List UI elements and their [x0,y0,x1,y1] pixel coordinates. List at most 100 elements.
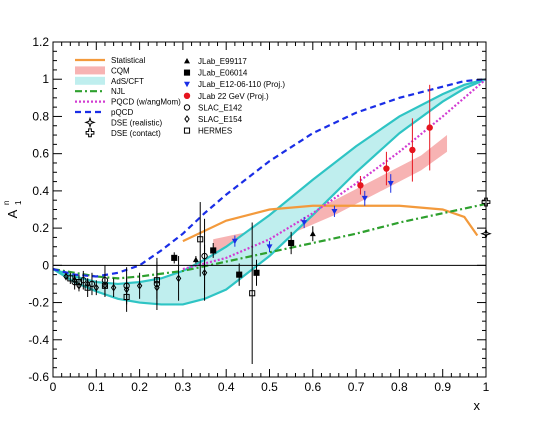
y-axis-title-main: A [5,209,20,218]
legend-label-dse-realistic: DSE (realistic) [111,118,162,127]
data-point-slac-e154 [93,283,100,292]
data-point-hermes [101,282,109,289]
data-point-jlab-e12-06-110-proj [361,195,368,202]
legend-label-njl: NJL [111,87,126,96]
y-axis-title-superscript: n [2,201,11,205]
legend-swatch-jlab-e12-06-110-proj [184,81,190,88]
legend-swatch-cqm [75,66,105,75]
x-tick-label: 0.9 [434,380,451,394]
legend-label-pqcd-w-angmom: PQCD (w/angMom) [111,98,181,107]
legend-entry-hermes: HERMES [183,127,232,136]
points-layer [63,84,492,364]
legend-label-ads-cft: AdS/CFT [111,77,144,86]
y-axis-title-subscript: 1 [14,200,23,205]
data-point-hermes [67,275,74,282]
legend-label-jlab-e99117: JLab_E99117 [198,57,247,66]
data-point-jlab-e06014 [210,247,217,254]
data-point-jlab-e12-06-110-proj [266,244,273,250]
x-axis-title: x [474,398,481,413]
data-point-jlab-e99117 [192,256,199,263]
legend-label-hermes: HERMES [198,127,232,136]
legend-entry-slac-e154: SLAC_E154 [184,115,243,124]
data-point-jlab-e12-06-110-proj [331,208,338,215]
data-point-hermes [75,279,83,286]
legend-label-statistical: Statistical [111,56,145,65]
x-tick-label: 0.8 [391,380,408,394]
band-ads-cft [53,79,486,305]
data-point-jlab-22-gev-proj [357,182,364,189]
data-point-slac-e154 [110,283,117,292]
data-point-slac-e154 [175,274,182,283]
data-point-jlab-e12-06-110-proj [387,181,394,187]
legend-label-jlab-22-gev-proj: JLab 22 GeV (Proj.) [198,92,269,101]
curve-layer [52,78,487,280]
y-tick-label: 1 [42,72,49,86]
data-point-jlab-e12-06-110-proj [301,220,308,226]
legend-swatch-ads-cft [75,76,105,85]
y-tick-label: -0.6 [28,370,49,384]
legend-label-dse-contact: DSE (contact) [111,129,161,138]
legend-swatch-dse-realistic [84,116,96,129]
legend-label-slac-e142: SLAC_E142 [198,103,243,112]
y-tick-label: 0 [42,258,49,272]
data-point-hermes [197,236,204,243]
legend-entry-pqcd: pQCD [75,108,133,117]
legend-label-jlab-e06014: JLab_E06014 [198,69,248,78]
legend-entry-pqcd-w-angmom: PQCD (w/angMom) [75,98,181,107]
data-point-hermes [249,290,256,297]
x-tick-label: 0.4 [218,380,235,394]
legend-swatch-jlab-22-gev-proj [183,92,191,100]
data-point-jlab-e06014 [288,239,295,247]
data-point-jlab-e12-06-110-proj [231,238,238,245]
y-tick-label: 0.8 [32,109,49,123]
legend-entry-ads-cft: AdS/CFT [75,76,144,86]
data-point-jlab-22-gev-proj [383,165,390,172]
y-tick-label: 0.4 [32,184,49,198]
curve-statistical [182,204,479,243]
legend-entry-jlab-e99117: JLab_E99117 [184,57,247,66]
legend-entry-statistical: Statistical [75,56,145,65]
legend-label-jlab-e12-06-110-proj: JLab_E12-06-110 (Proj.) [198,80,285,89]
legend-swatch-hermes [183,127,191,134]
y-tick-label: 0.2 [32,221,49,235]
legend-label-slac-e154: SLAC_E154 [198,115,243,124]
legend-label-pqcd: pQCD [111,108,133,117]
x-tick-label: 0.5 [261,380,278,394]
y-tick-label: 1.2 [32,35,49,49]
data-point-jlab-e06014 [236,271,243,278]
x-tick-label: 0.3 [175,380,192,394]
y-tick-label: -0.2 [28,296,49,310]
legend-swatch-jlab-e06014 [183,69,191,76]
legend-entry-slac-e142: SLAC_E142 [183,103,243,112]
x-tick-label: 0.6 [304,380,321,394]
legend-swatch-dse-contact [85,128,95,138]
axes-layer: 0 0.1 0.2 0.3 0.4 0.5 0.6 0.7 0.8 0.9 1 -0.6 -0.4 -0.… [28,35,489,394]
legend-entry-dse-contact: DSE (contact) [85,128,161,138]
curve-pqcd-w-angmom [182,78,487,271]
y-tick-label: 0.6 [32,147,49,161]
legend-entry-jlab-e06014: JLab_E06014 [183,69,248,78]
x-tick-label: 0.7 [348,380,365,394]
data-point-slac-e154 [201,268,208,277]
legend-swatch-slac-e154 [184,115,190,123]
legend-entry-jlab-e12-06-110-proj: JLab_E12-06-110 (Proj.) [184,80,285,89]
legend-label-cqm: CQM [111,66,130,75]
data-point-slac-e154 [136,281,143,290]
legend-swatch-slac-e142 [183,104,191,111]
curve-pqcd [52,78,487,278]
band-edge-lower-ads-cft [52,78,487,306]
curve-njl [52,202,487,280]
y-tick-label: -0.4 [28,333,49,347]
data-point-slac-e142 [80,277,87,284]
x-tick-label: 0.1 [88,380,105,394]
legend-swatch-jlab-e99117 [184,58,190,64]
legend-entry-jlab-22-gev-proj: JLab 22 GeV (Proj.) [183,92,269,101]
data-point-jlab-22-gev-proj [426,124,433,131]
data-point-jlab-22-gev-proj [409,146,416,154]
data-point-jlab-e06014 [253,269,260,276]
y-axis-title: A 1 n [2,200,23,218]
legend-entry-cqm: CQM [75,66,130,75]
x-tick-label: 0 [50,380,57,394]
